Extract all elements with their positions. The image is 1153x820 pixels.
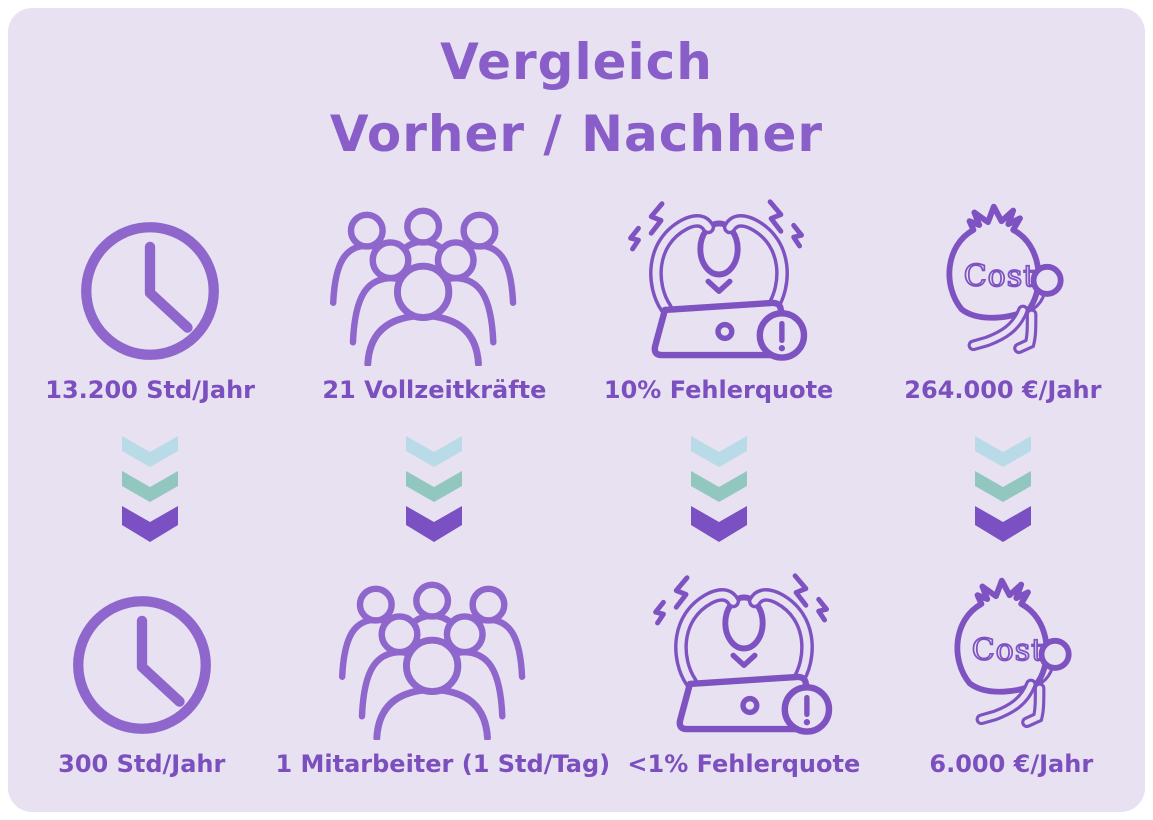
chevron-down-arrows-icon [405,436,463,544]
cost-burden-icon [931,560,1091,740]
arrows-row [8,436,1145,544]
clock-icon [75,216,225,366]
chevron-down-arrows-icon [121,436,179,544]
title-block: Vergleich Vorher / Nachher [8,8,1145,170]
after-staff-cell: 1 Mitarbeiter (1 Std/Tag) [275,568,610,780]
after-errors-label: <1% Fehlerquote [627,750,861,778]
before-cost-cell: 264.000 €/Jahr [861,194,1145,406]
team-icon [325,198,543,366]
before-errors-cell: 10% Fehlerquote [577,194,861,406]
before-staff-label: 21 Vollzeitkräfte [322,376,547,404]
cost-burden-icon [923,186,1083,366]
before-hours-label: 13.200 Std/Jahr [45,376,255,404]
chevron-down-arrows-icon [974,436,1032,544]
after-row: 300 Std/Jahr 1 Mitarbeiter (1 Std/Tag) <… [8,568,1145,780]
stressed-person-icon [606,184,832,366]
after-errors-cell: <1% Fehlerquote [610,568,877,780]
before-hours-cell: 13.200 Std/Jahr [8,194,292,406]
after-cost-cell: 6.000 €/Jahr [878,568,1145,780]
chevron-down-arrows-icon [690,436,748,544]
before-staff-cell: 21 Vollzeitkräfte [292,194,576,406]
after-hours-label: 300 Std/Jahr [58,750,226,778]
clock-icon [67,590,217,740]
page-title-line2: Vorher / Nachher [329,105,824,163]
page-title-line1: Vergleich [440,33,713,91]
comparison-card: Vergleich Vorher / Nachher 13.200 Std/Ja… [8,8,1145,812]
after-hours-cell: 300 Std/Jahr [8,568,275,780]
before-cost-label: 264.000 €/Jahr [904,376,1102,404]
team-icon [334,572,552,740]
after-staff-label: 1 Mitarbeiter (1 Std/Tag) [275,750,611,778]
before-errors-label: 10% Fehlerquote [603,376,834,404]
after-cost-label: 6.000 €/Jahr [929,750,1094,778]
stressed-person-icon [631,558,857,740]
before-row: 13.200 Std/Jahr 21 Vollzeitkräfte 10% Fe… [8,194,1145,406]
